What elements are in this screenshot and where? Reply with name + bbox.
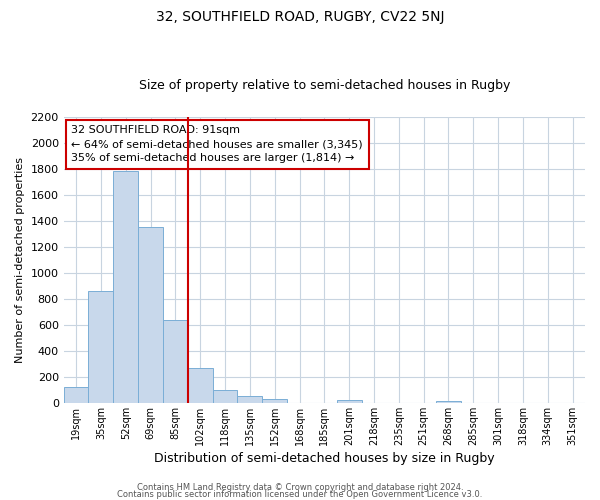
X-axis label: Distribution of semi-detached houses by size in Rugby: Distribution of semi-detached houses by … [154, 452, 494, 465]
Bar [262, 399, 287, 403]
Bar [88, 291, 113, 403]
Bar [113, 172, 138, 403]
Bar [163, 320, 188, 403]
Bar [138, 228, 163, 403]
Title: Size of property relative to semi-detached houses in Rugby: Size of property relative to semi-detach… [139, 79, 510, 92]
Y-axis label: Number of semi-detached properties: Number of semi-detached properties [15, 157, 25, 363]
Bar [238, 396, 262, 403]
Text: 32 SOUTHFIELD ROAD: 91sqm
← 64% of semi-detached houses are smaller (3,345)
35% : 32 SOUTHFIELD ROAD: 91sqm ← 64% of semi-… [71, 126, 363, 164]
Bar [64, 388, 88, 403]
Text: Contains HM Land Registry data © Crown copyright and database right 2024.: Contains HM Land Registry data © Crown c… [137, 484, 463, 492]
Text: Contains public sector information licensed under the Open Government Licence v3: Contains public sector information licen… [118, 490, 482, 499]
Bar [337, 400, 362, 403]
Bar [212, 390, 238, 403]
Text: 32, SOUTHFIELD ROAD, RUGBY, CV22 5NJ: 32, SOUTHFIELD ROAD, RUGBY, CV22 5NJ [156, 10, 444, 24]
Bar [188, 368, 212, 403]
Bar [436, 401, 461, 403]
